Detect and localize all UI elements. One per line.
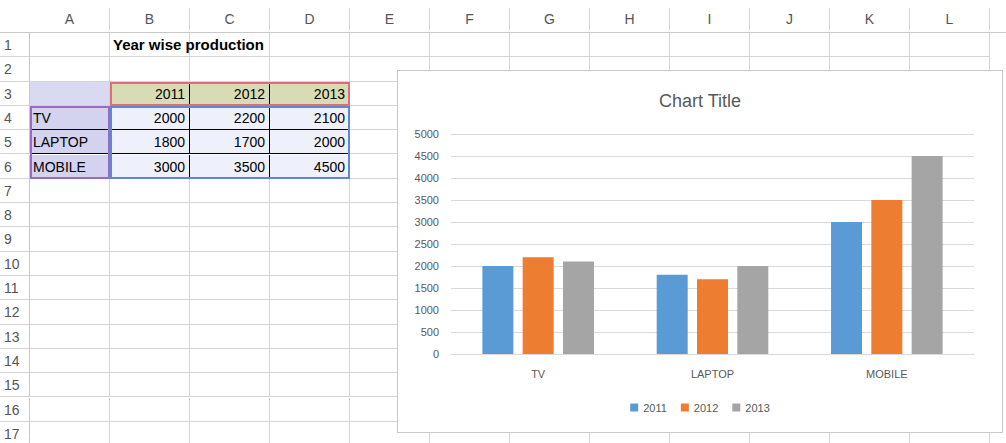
html-text:14: 14: [4, 352, 20, 369]
svg-text:4500: 4500: [415, 150, 439, 162]
html-text:H: H: [624, 11, 635, 27]
html-text:F: F: [465, 11, 474, 27]
svg-text:4000: 4000: [415, 172, 439, 184]
html-text:D: D: [304, 11, 315, 27]
svg-text:3500: 3500: [415, 194, 439, 206]
html-text:6: 6: [4, 158, 12, 175]
svg-text:2012: 2012: [694, 402, 718, 414]
html-text:C: C: [224, 11, 235, 27]
html-text:LAPTOP: LAPTOP: [33, 134, 88, 151]
svg-text:MOBILE: MOBILE: [866, 368, 908, 380]
svg-text:2011: 2011: [643, 402, 667, 414]
html-text:2011: 2011: [154, 85, 185, 102]
svg-text:2013: 2013: [745, 402, 769, 414]
html-text:7: 7: [4, 182, 12, 199]
html-text:8: 8: [4, 207, 12, 224]
html-text:2012: 2012: [233, 85, 265, 102]
html-text:4500: 4500: [313, 158, 345, 175]
html-text:3: 3: [4, 85, 12, 102]
svg-text:1500: 1500: [415, 282, 439, 294]
html-text:12: 12: [4, 304, 20, 321]
svg-text:1000: 1000: [415, 304, 439, 316]
svg-text:2000: 2000: [415, 260, 439, 272]
html-text:2200: 2200: [233, 109, 265, 126]
html-text:2000: 2000: [313, 134, 345, 151]
html-text:2100: 2100: [313, 109, 345, 126]
html-text:TV: TV: [33, 109, 51, 126]
svg-text:LAPTOP: LAPTOP: [691, 368, 734, 380]
html-text:11: 11: [4, 280, 19, 296]
html-text:3000: 3000: [153, 158, 185, 175]
html-text:I: I: [707, 11, 712, 27]
html-text:1: 1: [4, 37, 12, 53]
html-text:Year wise production: Year wise production: [113, 36, 264, 53]
html-text:1800: 1800: [153, 134, 185, 151]
html-text:15: 15: [4, 377, 20, 394]
html-text:L: L: [945, 11, 954, 27]
svg-text:2500: 2500: [415, 238, 439, 250]
html-text:E: E: [384, 11, 395, 27]
svg-text:3000: 3000: [415, 216, 439, 228]
html-text:3500: 3500: [233, 158, 265, 175]
html-text:5: 5: [4, 134, 12, 151]
html-text:2013: 2013: [313, 85, 345, 102]
html-text:13: 13: [4, 328, 20, 345]
html-text:9: 9: [4, 231, 12, 248]
html-text:17: 17: [4, 425, 20, 442]
html-text:J: J: [786, 11, 793, 27]
html-text:G: G: [544, 11, 555, 27]
html-text:2000: 2000: [153, 109, 185, 126]
svg-text:500: 500: [421, 326, 439, 338]
html-text:B: B: [144, 11, 155, 27]
html-text:4: 4: [4, 109, 12, 126]
html-text:1700: 1700: [233, 134, 265, 151]
html-text:2: 2: [4, 61, 12, 78]
svg-text:Chart Title: Chart Title: [659, 91, 741, 111]
html-text:K: K: [864, 11, 875, 27]
html-text:MOBILE: MOBILE: [33, 158, 86, 175]
html-text:10: 10: [4, 255, 20, 272]
html-text:16: 16: [4, 401, 20, 418]
html-text:A: A: [64, 11, 75, 27]
svg-text:TV: TV: [531, 368, 546, 380]
svg-text:0: 0: [433, 348, 439, 360]
svg-text:5000: 5000: [415, 128, 439, 140]
